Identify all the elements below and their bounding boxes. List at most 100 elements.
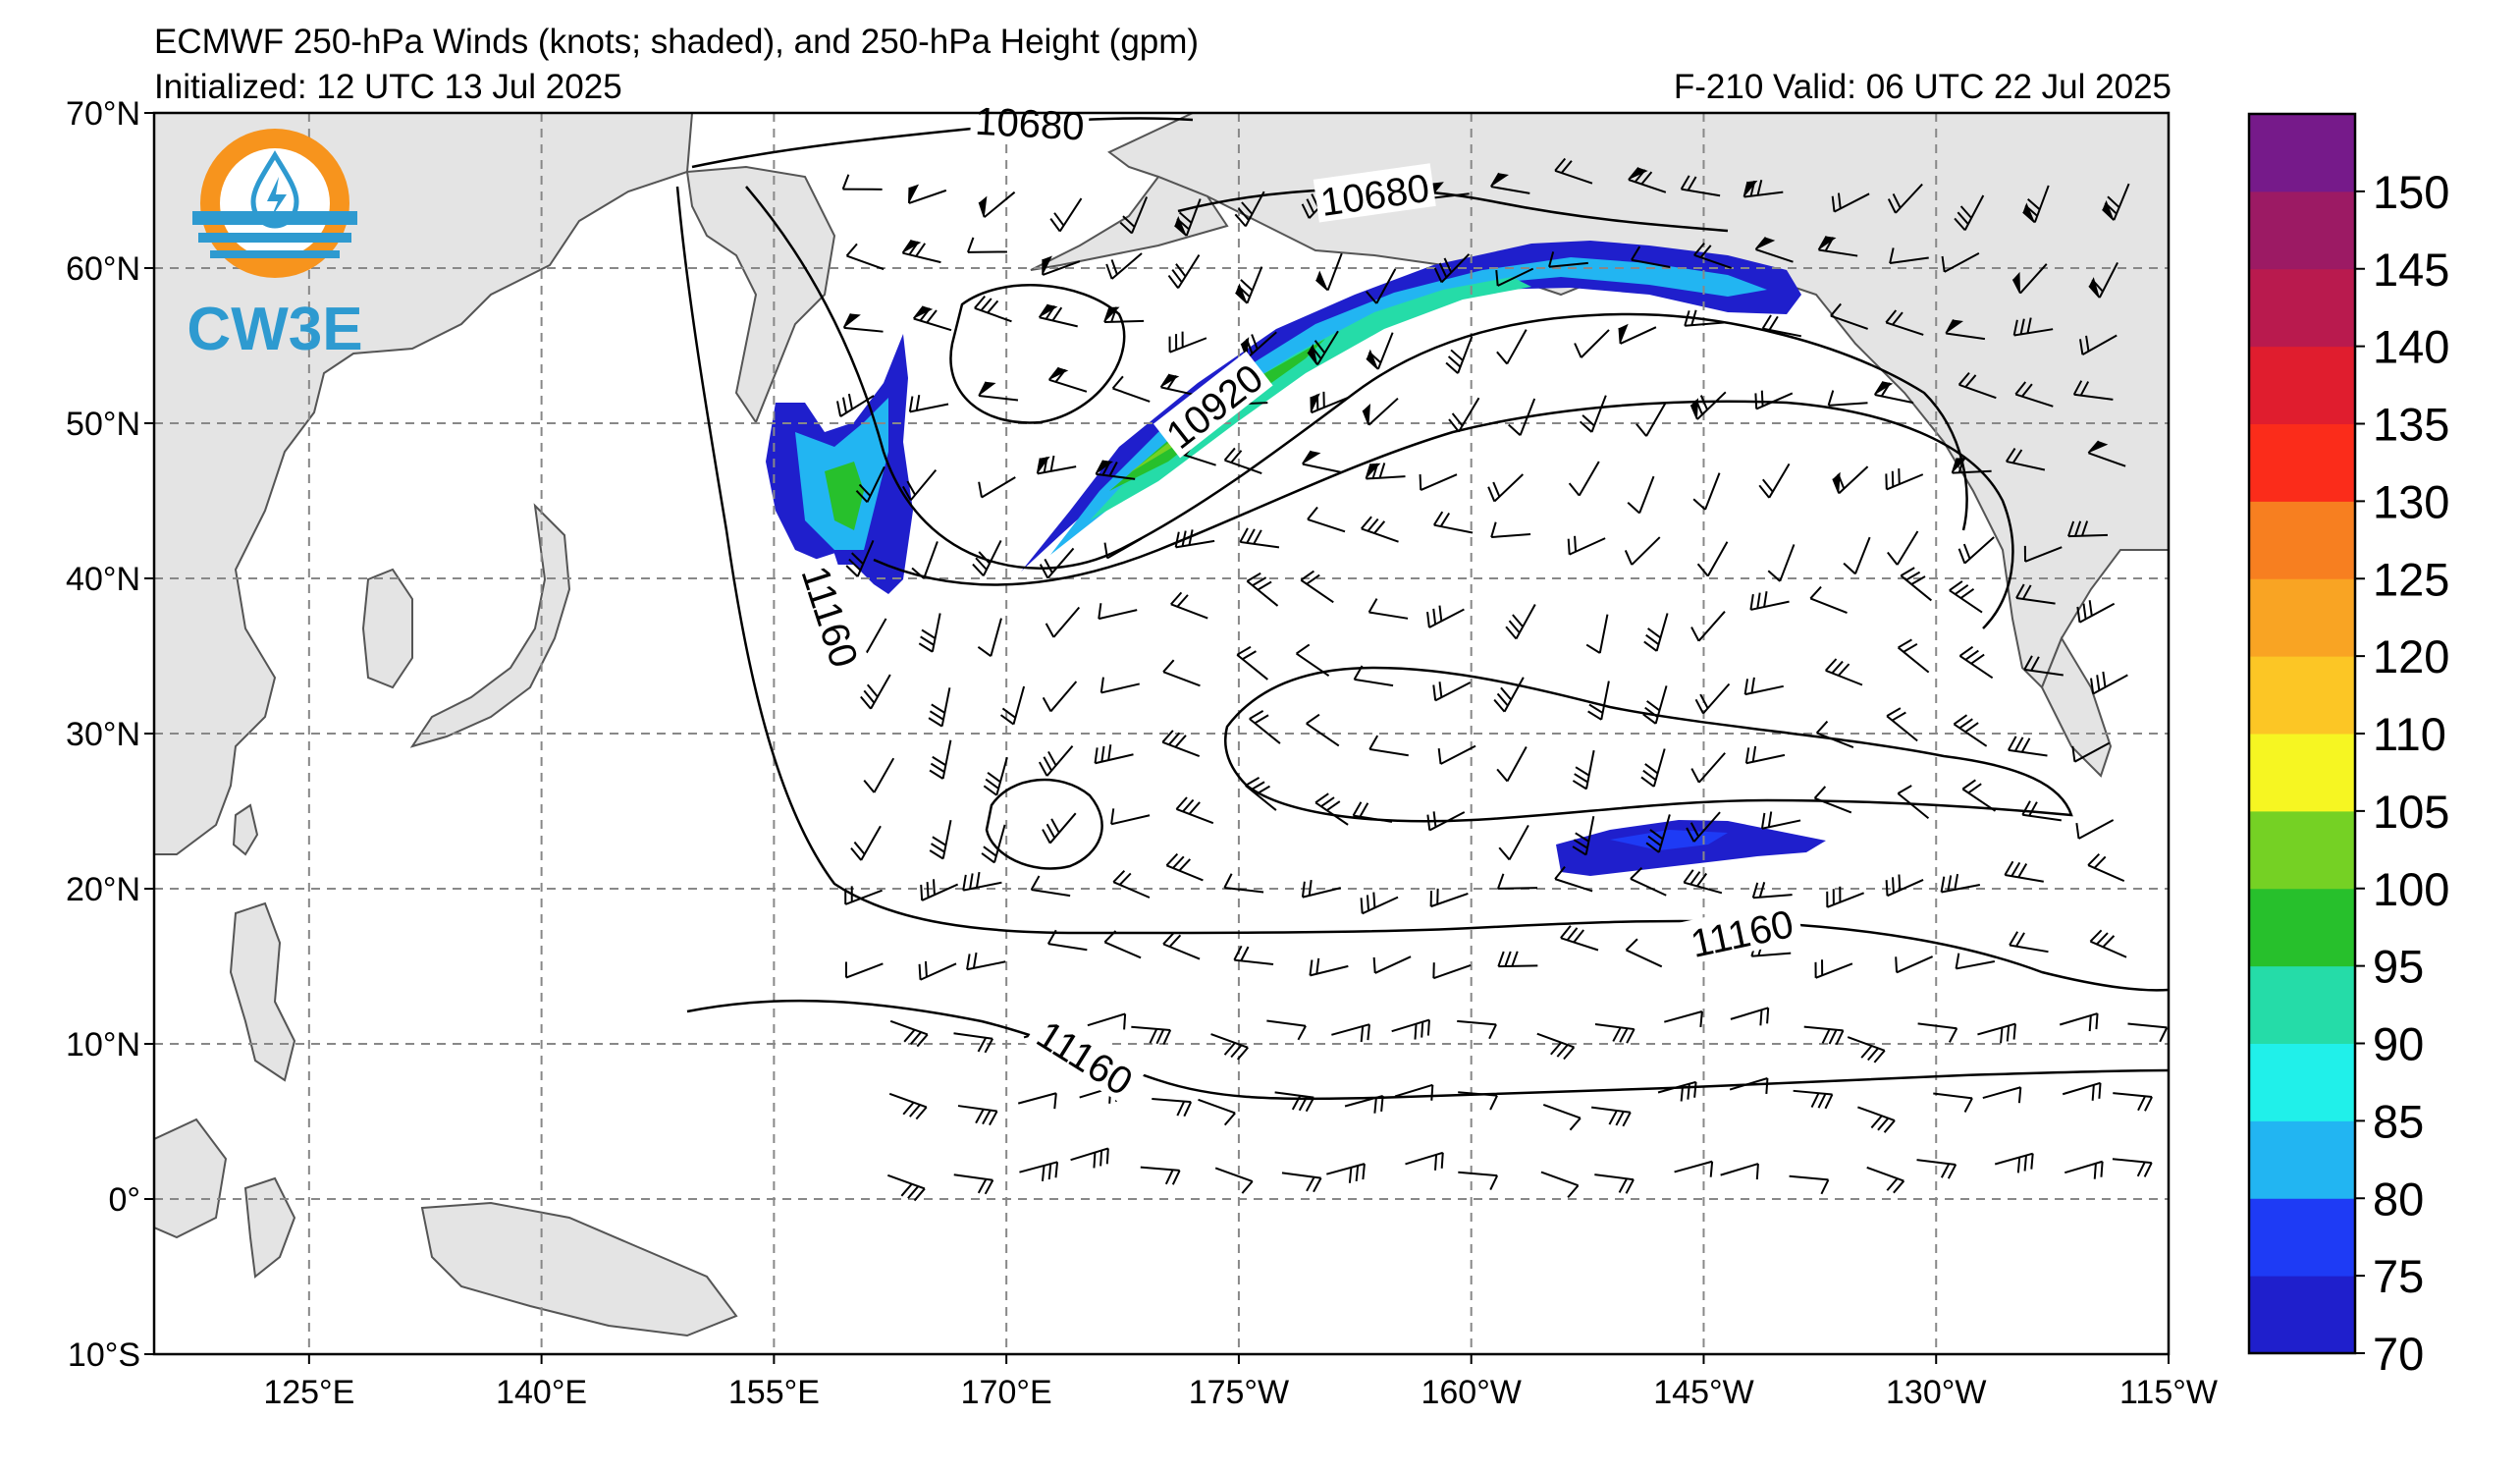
wind-barb (1331, 1023, 1370, 1043)
wind-barb (1885, 468, 1924, 491)
wind-barb (978, 191, 1016, 218)
barb-feather (987, 772, 1001, 784)
barb-feather (2093, 855, 2107, 869)
wind-barb (1628, 167, 1667, 193)
barb-feather (1645, 842, 1660, 853)
barb-feather (1690, 309, 1697, 326)
barb-feather (978, 381, 988, 397)
barb-feather (1760, 812, 1766, 829)
barb-feather (1828, 1029, 1838, 1045)
wind-barb (1618, 323, 1657, 345)
barb-staff (888, 1092, 928, 1109)
barb-feather (1680, 175, 1690, 191)
wind-barb (1493, 677, 1525, 713)
wind-barb (1917, 1022, 1958, 1043)
barb-feather (1686, 827, 1695, 843)
barb-feather (1103, 542, 1108, 559)
barb-feather (1421, 1021, 1424, 1038)
barb-feather (966, 954, 971, 970)
wind-barb (1490, 172, 1530, 194)
barb-feather (1162, 932, 1175, 946)
wind-barb (1826, 886, 1864, 908)
wind-barb (1572, 749, 1595, 791)
wind-barb (1361, 516, 1399, 543)
barb-staff (984, 191, 1016, 218)
latitude-labels: 70°N 60°N 50°N 40°N 30°N 20°N 10°N 0° 10°S (66, 95, 140, 1374)
barb-staff (1657, 1080, 1696, 1094)
barb-staff (1963, 194, 1985, 231)
barb-feather (1588, 703, 1604, 714)
barb-feather (2088, 285, 2101, 299)
barb-feather (972, 563, 985, 576)
barb-staff (1696, 391, 1727, 420)
barb-staff (1814, 796, 1852, 814)
wind-barb (2079, 334, 2118, 355)
barb-staff (1440, 744, 1476, 765)
barb-feather (1642, 769, 1657, 782)
barb-feather (1235, 292, 1249, 304)
barb-feather (1301, 881, 1306, 898)
wind-barb (978, 476, 1016, 499)
barb-feather (842, 313, 852, 329)
wind-barbs (836, 157, 2169, 1202)
barb-feather (1182, 798, 1195, 813)
wind-barb (2004, 860, 2044, 883)
barb-staff (2113, 1092, 2153, 1099)
wind-barb (888, 1092, 928, 1120)
barb-staff (1857, 1106, 1896, 1122)
barb-feather (1759, 1009, 1763, 1026)
wind-barb (1751, 882, 1793, 900)
barb-feather (1353, 665, 1364, 681)
wind-barb (962, 871, 1002, 892)
barb-staff (845, 962, 884, 979)
barb-feather (931, 703, 945, 714)
wind-barb (1036, 455, 1077, 475)
barb-pennant (913, 305, 934, 319)
barb-feather (1817, 1093, 1827, 1109)
wind-barb (2101, 183, 2130, 221)
barb-feather (972, 952, 978, 969)
barb-feather (1110, 808, 1115, 825)
barb-feather (1768, 315, 1779, 331)
barb-staff (941, 820, 952, 859)
barb-staff (1818, 248, 1858, 257)
wind-barb (1696, 541, 1729, 577)
barb-feather (1430, 1084, 1434, 1101)
barb-staff (1789, 1174, 1829, 1181)
barb-feather (1362, 409, 1370, 426)
barb-feather (1618, 327, 1622, 345)
barb-pennant (979, 195, 988, 218)
barb-staff (1554, 169, 1593, 185)
wind-barb (1955, 953, 1996, 970)
wind-barb (863, 757, 895, 793)
barb-pennant (902, 240, 922, 253)
barb-feather (1162, 659, 1175, 673)
barb-pennant (1037, 456, 1050, 474)
wind-barb (1635, 401, 1667, 437)
wind-barb (967, 237, 1007, 253)
barb-feather (1831, 660, 1844, 675)
barb-feather (1108, 462, 1118, 477)
barb-feather (1176, 1101, 1186, 1117)
barb-staff (1458, 1091, 1498, 1097)
barb-staff (1344, 1094, 1383, 1108)
barb-feather (1575, 766, 1590, 777)
barb-feather (1955, 584, 1969, 595)
barb-feather (2004, 860, 2014, 876)
barb-feather (2085, 335, 2090, 352)
barb-feather (2012, 319, 2018, 336)
barb-feather (1761, 314, 1772, 330)
barb-feather (1493, 698, 1506, 713)
wind-barb (1730, 1007, 1770, 1026)
barb-feather (1361, 516, 1372, 530)
wind-barb (855, 465, 885, 504)
barb-feather (1254, 714, 1269, 725)
barb-feather (1241, 1180, 1254, 1194)
barb-staff (1457, 336, 1474, 374)
barb-feather (1556, 1044, 1569, 1058)
barb-feather (1699, 245, 1712, 258)
wind-barb (1038, 303, 1078, 328)
barb-staff (2087, 864, 2125, 883)
barb-staff (1744, 684, 1784, 696)
barb-feather (1307, 506, 1318, 520)
